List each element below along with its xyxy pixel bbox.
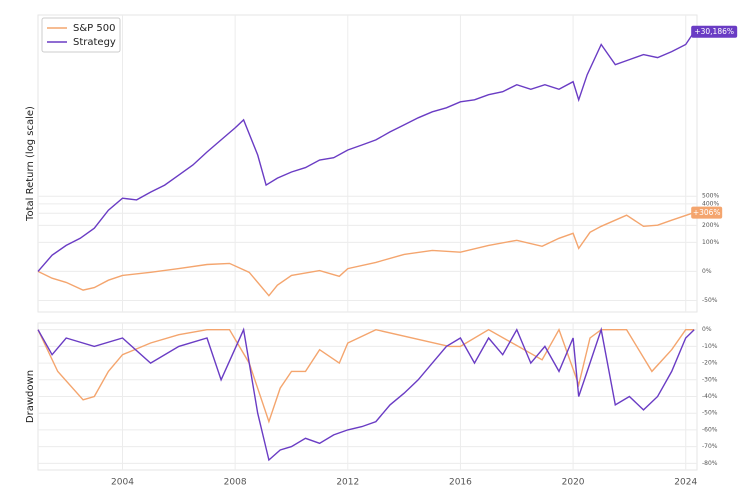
series-line bbox=[37, 31, 695, 272]
end-badge: +306% bbox=[691, 206, 723, 219]
y-tick-label: -30% bbox=[702, 376, 718, 383]
y-tick-label: -70% bbox=[702, 443, 718, 450]
legend-box bbox=[41, 17, 121, 53]
x-tick-label: 2024 bbox=[674, 478, 697, 488]
y-tick-label: 100% bbox=[702, 239, 719, 246]
y-axis-label: Total Return (log scale) bbox=[25, 106, 36, 222]
legend: S&P 500 Strategy bbox=[41, 17, 121, 53]
series-line bbox=[37, 326, 695, 462]
x-tick-label: 2004 bbox=[111, 478, 134, 488]
series-line bbox=[37, 328, 695, 424]
y-tick-label: 200% bbox=[702, 222, 719, 229]
badge-box bbox=[691, 25, 738, 38]
badge-label: +306% bbox=[693, 208, 721, 217]
end-badge: +30,186% bbox=[691, 25, 738, 38]
x-tick-label: 2012 bbox=[336, 478, 359, 488]
x-tick-label: 2008 bbox=[224, 478, 247, 488]
y-tick-label: -40% bbox=[702, 393, 718, 400]
y-tick-label: 400% bbox=[702, 200, 719, 207]
y-tick-label: -50% bbox=[702, 410, 718, 417]
y-tick-label: 0% bbox=[702, 268, 712, 275]
y-tick-label: 500% bbox=[702, 193, 719, 200]
badge-label: +30,186% bbox=[694, 27, 734, 36]
series-line bbox=[37, 211, 695, 297]
x-tick-label: 2020 bbox=[562, 478, 585, 488]
y-tick-label: -10% bbox=[702, 343, 718, 350]
x-tick-label: 2016 bbox=[449, 478, 472, 488]
legend-label: S&P 500 bbox=[73, 23, 115, 34]
badge-box bbox=[691, 206, 723, 219]
y-axis-label: Drawdown bbox=[25, 370, 36, 423]
y-tick-label: -80% bbox=[702, 460, 718, 467]
y-tick-label: -60% bbox=[702, 426, 718, 433]
plot-area bbox=[37, 14, 698, 313]
y-tick-label: -20% bbox=[702, 360, 718, 367]
y-tick-label: 0% bbox=[702, 326, 712, 333]
y-tick-label: -50% bbox=[702, 297, 718, 304]
legend-label: Strategy bbox=[73, 37, 116, 48]
